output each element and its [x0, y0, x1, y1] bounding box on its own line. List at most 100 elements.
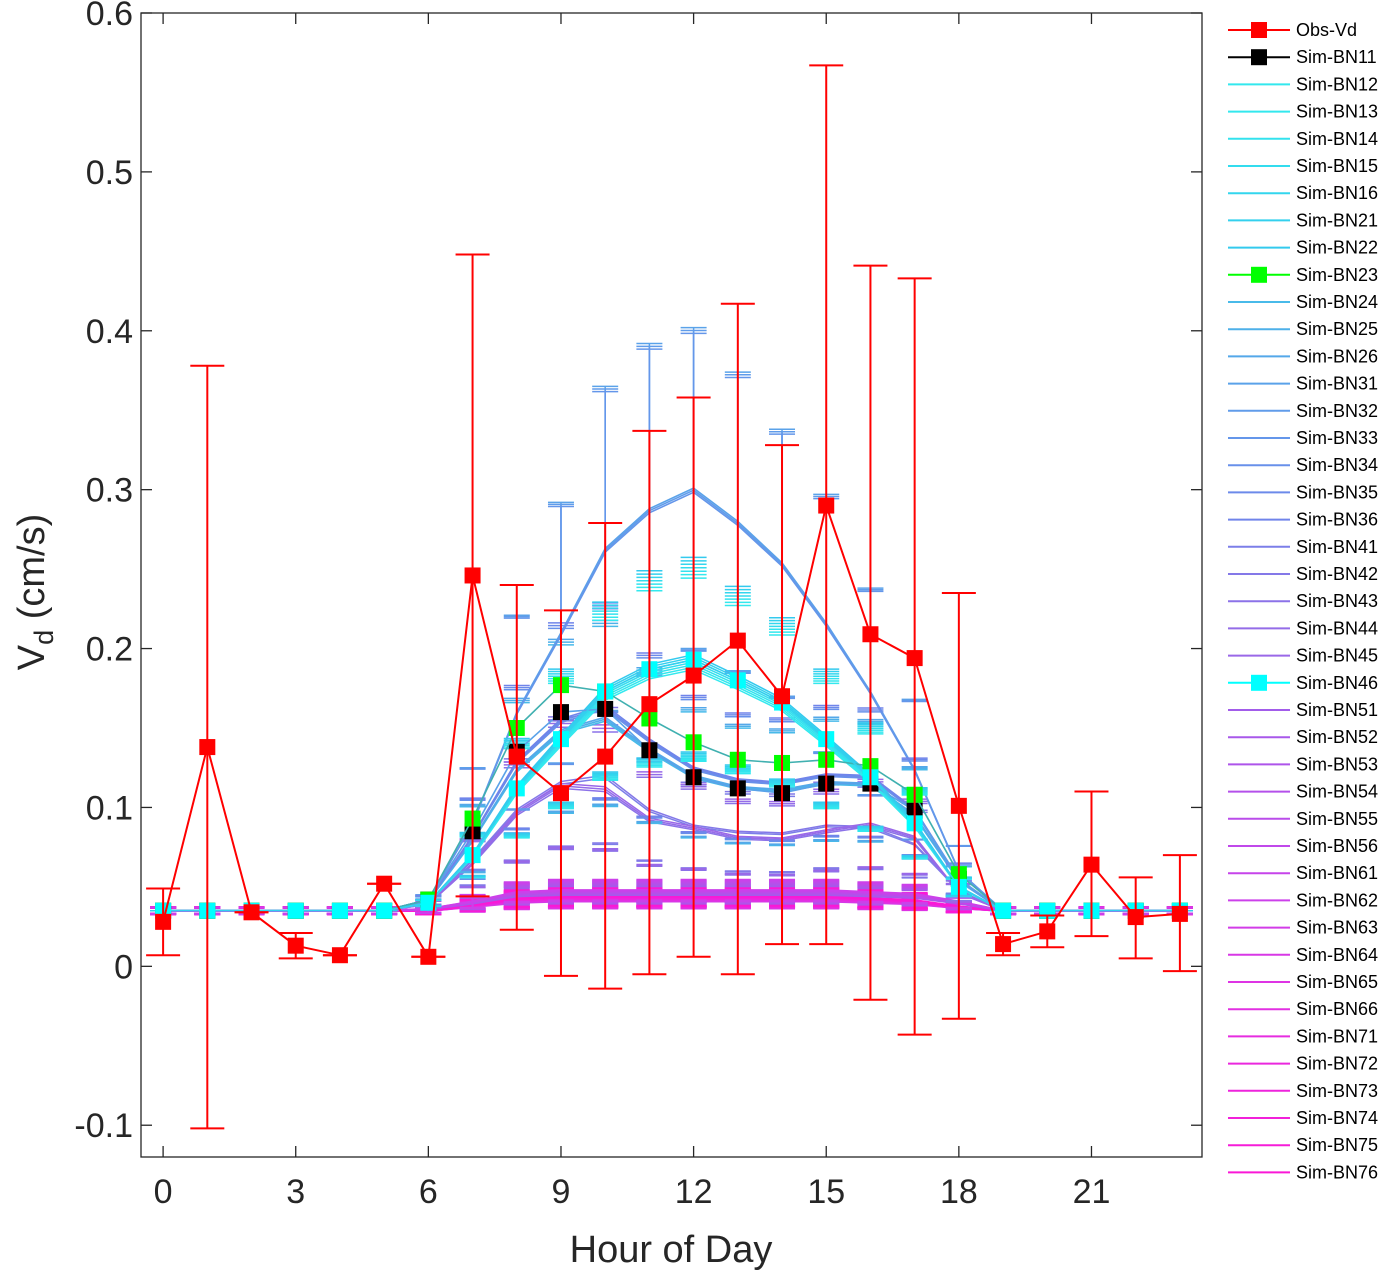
- x-tick-label: 15: [807, 1173, 845, 1211]
- x-tick-label: 0: [154, 1173, 173, 1211]
- legend-item: Sim-BN62: [1228, 890, 1378, 910]
- y-tick-label: 0.6: [86, 0, 133, 33]
- legend-item: Sim-BN63: [1228, 918, 1378, 938]
- legend-label: Sim-BN53: [1296, 754, 1378, 774]
- legend-label: Sim-BN11: [1296, 47, 1377, 67]
- legend-item: Sim-BN54: [1228, 782, 1378, 802]
- legend-item: Sim-BN26: [1228, 346, 1378, 366]
- marker-obs-point: [155, 913, 172, 930]
- legend-label: Sim-BN54: [1296, 782, 1378, 802]
- legend-item: Sim-BN45: [1228, 646, 1378, 666]
- legend-marker: [1251, 22, 1267, 38]
- marker-obs-point: [287, 937, 304, 954]
- legend-item: Sim-BN11: [1228, 47, 1377, 67]
- legend-label: Sim-BN66: [1296, 999, 1378, 1019]
- legend-item: Sim-BN44: [1228, 618, 1378, 638]
- axes-box: [140, 12, 1203, 1158]
- marker-Sim-BN46-point: [376, 902, 393, 919]
- legend-label: Sim-BN63: [1296, 918, 1378, 938]
- legend-label: Sim-BN26: [1296, 346, 1378, 366]
- legend-item: Sim-BN15: [1228, 156, 1378, 176]
- marker-obs-point: [950, 797, 967, 814]
- marker-obs-point: [420, 948, 437, 965]
- legend-item: Sim-BN34: [1228, 455, 1378, 475]
- legend-item: Sim-BN56: [1228, 836, 1378, 856]
- legend: Obs-Vd Sim-BN11 Sim-BN12 Sim-BN13 Sim-BN14 Si…: [1228, 20, 1378, 1182]
- y-tick-label: 0.4: [86, 313, 133, 351]
- marker-Sim-BN46-point: [420, 894, 437, 911]
- x-tick-label: 6: [419, 1173, 438, 1211]
- legend-label: Sim-BN76: [1296, 1162, 1378, 1182]
- y-tick-label: 0.1: [86, 789, 133, 827]
- legend-item: Sim-BN35: [1228, 482, 1378, 502]
- y-axis-title-main: V: [11, 644, 53, 670]
- legend-item: Sim-BN51: [1228, 700, 1378, 720]
- legend-label: Sim-BN16: [1296, 183, 1378, 203]
- legend-label: Sim-BN15: [1296, 156, 1378, 176]
- marker-Sim-BN46-point: [331, 902, 348, 919]
- legend-item: Sim-BN61: [1228, 863, 1378, 883]
- legend-item: Sim-BN36: [1228, 510, 1378, 530]
- marker-obs-point: [818, 497, 835, 514]
- legend-label: Sim-BN74: [1296, 1108, 1378, 1128]
- x-axis-title: Hour of Day: [570, 1229, 773, 1271]
- marker-obs-point: [1171, 905, 1188, 922]
- legend-label: Sim-BN51: [1296, 700, 1378, 720]
- y-tick-label: 0.3: [86, 472, 133, 510]
- x-tick-label: 21: [1073, 1173, 1111, 1211]
- legend-marker: [1251, 674, 1267, 691]
- legend-marker: [1251, 266, 1267, 283]
- legend-label: Sim-BN25: [1296, 319, 1378, 339]
- legend-label: Sim-BN14: [1296, 129, 1378, 149]
- legend-label: Sim-BN13: [1296, 102, 1378, 122]
- legend-label: Sim-BN46: [1296, 673, 1378, 693]
- marker-Sim-BN46-point: [995, 902, 1012, 919]
- legend-label: Sim-BN45: [1296, 646, 1378, 666]
- legend-item: Sim-BN33: [1228, 428, 1378, 448]
- marker-obs-point: [1127, 909, 1144, 926]
- legend-item: Sim-BN42: [1228, 564, 1378, 584]
- legend-label: Sim-BN12: [1296, 74, 1378, 94]
- legend-item: Sim-BN43: [1228, 591, 1378, 611]
- legend-label: Sim-BN62: [1296, 890, 1378, 910]
- legend-item: Sim-BN74: [1228, 1108, 1378, 1128]
- legend-item: Sim-BN53: [1228, 754, 1378, 774]
- legend-item: Obs-Vd: [1228, 20, 1357, 40]
- x-tick-label: 12: [675, 1173, 713, 1211]
- legend-item: Sim-BN22: [1228, 238, 1378, 258]
- x-tick-label: 9: [552, 1173, 571, 1211]
- legend-item: Sim-BN76: [1228, 1162, 1378, 1182]
- legend-label: Sim-BN61: [1296, 863, 1378, 883]
- legend-label: Sim-BN35: [1296, 482, 1378, 502]
- legend-item: Sim-BN75: [1228, 1135, 1378, 1155]
- legend-item: Sim-BN72: [1228, 1054, 1378, 1074]
- legend-label: Sim-BN22: [1296, 238, 1378, 258]
- marker-obs-point: [508, 748, 525, 765]
- legend-item: Sim-BN41: [1228, 537, 1378, 557]
- marker-obs-point: [552, 785, 569, 802]
- marker-obs-point: [1039, 923, 1056, 940]
- marker-obs-point: [243, 904, 260, 921]
- legend-item: Sim-BN64: [1228, 945, 1378, 965]
- legend-label: Sim-BN73: [1296, 1081, 1378, 1101]
- legend-label: Sim-BN55: [1296, 809, 1378, 829]
- y-axis-title: Vd (cm/s): [11, 514, 59, 670]
- legend-item: Sim-BN65: [1228, 972, 1378, 992]
- marker-obs-point: [464, 567, 481, 584]
- y-axis-title-unit: (cm/s): [11, 514, 53, 630]
- legend-item: Sim-BN25: [1228, 319, 1378, 339]
- y-tick-label: 0.5: [86, 154, 133, 192]
- legend-label: Sim-BN32: [1296, 401, 1378, 421]
- legend-label: Sim-BN75: [1296, 1135, 1378, 1155]
- legend-label: Sim-BN65: [1296, 972, 1378, 992]
- legend-label: Sim-BN44: [1296, 618, 1378, 638]
- marker-obs-point: [597, 748, 614, 765]
- legend-label: Sim-BN43: [1296, 591, 1378, 611]
- legend-item: Sim-BN24: [1228, 292, 1378, 312]
- legend-item: Sim-BN21: [1228, 210, 1378, 230]
- legend-item: Sim-BN31: [1228, 374, 1378, 394]
- legend-label: Sim-BN24: [1296, 292, 1378, 312]
- legend-label: Sim-BN33: [1296, 428, 1378, 448]
- x-tick-label: 3: [286, 1173, 305, 1211]
- marker-Sim-BN46-point: [287, 902, 304, 919]
